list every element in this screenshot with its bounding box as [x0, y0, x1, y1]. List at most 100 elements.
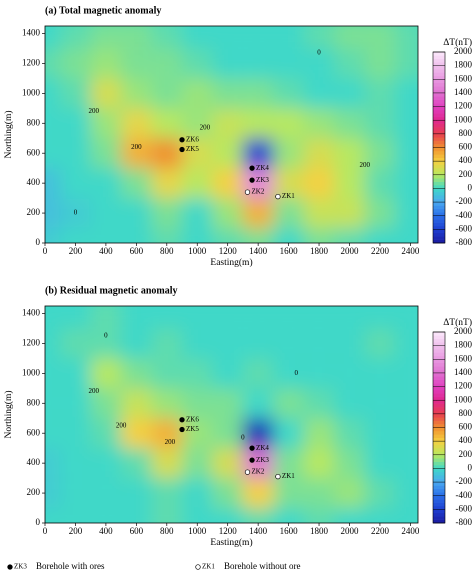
colorbar-segment	[433, 451, 445, 456]
field-cell	[151, 328, 183, 359]
field-cell	[334, 198, 365, 229]
field-cell	[121, 48, 152, 79]
colorbar-tick-label: 1200	[454, 381, 473, 391]
field-cell	[90, 328, 122, 359]
colorbar-segment	[433, 417, 445, 421]
field-cell	[121, 328, 152, 359]
field-cell	[151, 358, 183, 389]
x-tick-label: 1600	[280, 246, 299, 256]
borehole-marker	[244, 469, 251, 475]
field-cell	[303, 138, 335, 169]
colorbar-tick-label: 1600	[454, 353, 473, 363]
field-cell	[60, 388, 91, 419]
field-cell	[273, 328, 304, 359]
colorbar-segment	[433, 79, 445, 83]
field-cell	[364, 108, 396, 139]
colorbar-segment	[433, 437, 445, 442]
colorbar-segment	[433, 342, 445, 346]
field-cell	[45, 168, 61, 199]
colorbar-segment	[433, 444, 445, 449]
borehole-label: ZK5	[186, 145, 199, 153]
contour-label: 200	[359, 161, 370, 169]
colorbar-segment	[433, 69, 445, 73]
colorbar-segment	[433, 239, 445, 244]
field-cell	[273, 478, 304, 509]
colorbar-tick-label: 0	[468, 182, 473, 192]
field-cell	[395, 508, 418, 523]
colorbar-segment	[433, 345, 445, 350]
colorbar-segment	[433, 167, 445, 172]
colorbar-segment	[433, 191, 445, 196]
x-tick-label: 0	[43, 246, 48, 256]
field-cell	[334, 508, 365, 523]
colorbar-segment	[433, 82, 445, 87]
colorbar-tick-label: -600	[456, 223, 473, 233]
field-cell	[242, 108, 274, 139]
borehole-label: ZK2	[251, 468, 264, 476]
colorbar-tick-label: -200	[456, 476, 473, 486]
legend-marker	[195, 564, 201, 570]
colorbar-segment	[433, 447, 445, 452]
field-cell	[334, 328, 365, 359]
field-cell	[303, 198, 335, 229]
borehole-label: ZK3	[256, 456, 269, 464]
x-axis-label: Easting(m)	[210, 537, 252, 548]
field-cell	[45, 48, 61, 79]
field-cell	[121, 388, 152, 419]
legend-label: Borehole without ore	[224, 561, 300, 571]
x-tick-label: 2400	[401, 246, 420, 256]
field-cell	[45, 358, 61, 389]
field-cell	[273, 388, 304, 419]
field-cell	[334, 48, 365, 79]
field-cell	[242, 358, 274, 389]
colorbar-tick-label: -400	[456, 490, 473, 500]
field-cell	[90, 306, 122, 329]
y-tick-label: 1400	[22, 308, 41, 318]
x-tick-label: 2000	[340, 526, 359, 536]
field-cell	[395, 198, 418, 229]
colorbar-segment	[433, 236, 445, 240]
field-cell	[121, 198, 152, 229]
field-cell	[60, 78, 91, 109]
field-cell	[90, 228, 122, 243]
colorbar-segment	[433, 75, 445, 80]
field-cell	[90, 448, 122, 479]
contour-label: 0	[74, 209, 78, 217]
field-cell	[60, 328, 91, 359]
colorbar-segment	[433, 389, 445, 394]
field-cell	[395, 478, 418, 509]
colorbar-segment	[433, 488, 445, 493]
field-cell	[60, 26, 91, 49]
field-cell	[395, 78, 418, 109]
field-cell	[90, 108, 122, 139]
borehole-label: ZK6	[186, 415, 199, 423]
field-cell	[182, 358, 213, 389]
borehole-marker	[244, 189, 251, 195]
field-cell	[242, 306, 274, 329]
x-tick-label: 1400	[249, 246, 268, 256]
y-tick-label: 0	[36, 517, 41, 527]
colorbar-segment	[433, 92, 445, 97]
field-cell	[395, 418, 418, 449]
colorbar-segment	[433, 458, 445, 462]
field-cell	[182, 388, 213, 419]
colorbar-segment	[433, 109, 445, 114]
field-cell	[121, 358, 152, 389]
field-cell	[303, 26, 335, 49]
field-cell	[60, 198, 91, 229]
field-cell	[182, 138, 213, 169]
y-tick-label: 800	[27, 117, 41, 127]
colorbar-tick-label: -800	[456, 237, 473, 247]
field-cell	[364, 478, 396, 509]
field-cell	[334, 358, 365, 389]
field-cell	[60, 306, 91, 329]
field-cell	[273, 48, 304, 79]
x-tick-label: 600	[130, 246, 144, 256]
x-tick-label: 1800	[310, 526, 329, 536]
field-cell	[90, 418, 122, 449]
field-cell	[45, 418, 61, 449]
borehole-marker	[275, 193, 281, 200]
field-cell	[45, 26, 61, 49]
colorbar-segment	[433, 58, 445, 63]
